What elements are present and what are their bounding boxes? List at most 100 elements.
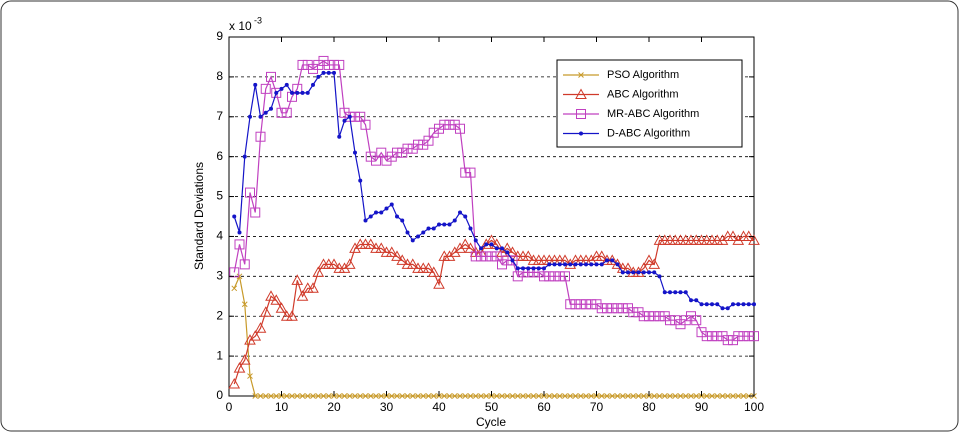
- marker: [476, 251, 486, 262]
- marker: [260, 83, 271, 94]
- marker: [463, 214, 468, 219]
- marker: [311, 82, 315, 87]
- marker: [576, 109, 586, 119]
- marker: [404, 393, 411, 399]
- marker: [454, 242, 466, 253]
- marker: [742, 230, 755, 241]
- marker: [635, 393, 642, 399]
- marker: [722, 335, 733, 346]
- x-tick-label: 50: [485, 400, 499, 414]
- marker: [241, 301, 248, 308]
- marker: [357, 393, 364, 399]
- marker: [434, 123, 444, 134]
- marker: [654, 311, 665, 322]
- marker: [609, 393, 616, 399]
- marker: [719, 393, 726, 399]
- marker: [271, 87, 282, 98]
- marker: [388, 393, 395, 399]
- marker: [491, 251, 502, 262]
- marker: [735, 393, 742, 399]
- marker: [236, 273, 243, 280]
- marker: [715, 302, 720, 307]
- marker: [473, 238, 478, 243]
- marker: [300, 90, 305, 95]
- marker: [611, 258, 624, 269]
- marker: [289, 393, 295, 399]
- marker: [365, 151, 376, 162]
- marker: [526, 266, 531, 271]
- marker: [677, 393, 684, 399]
- x-tick-label: 10: [275, 400, 289, 414]
- marker: [451, 393, 458, 399]
- x-tick-label: 30: [380, 400, 394, 414]
- marker: [678, 290, 683, 295]
- y-scale-base: x 10: [229, 19, 252, 33]
- marker: [291, 274, 304, 285]
- marker: [494, 246, 499, 251]
- marker: [515, 266, 520, 271]
- marker: [392, 147, 402, 158]
- marker: [310, 393, 316, 399]
- y-tick-label: 7: [216, 109, 223, 123]
- marker: [716, 234, 729, 245]
- marker: [263, 110, 268, 115]
- marker: [552, 262, 557, 267]
- marker: [247, 373, 253, 379]
- marker: [416, 234, 420, 239]
- marker: [575, 299, 586, 310]
- marker: [396, 254, 409, 265]
- marker: [254, 322, 267, 333]
- marker: [644, 311, 654, 322]
- marker: [610, 258, 615, 263]
- marker: [313, 59, 324, 70]
- marker: [296, 290, 309, 301]
- marker: [409, 393, 416, 399]
- marker: [565, 299, 576, 310]
- marker: [395, 214, 399, 219]
- marker: [302, 59, 313, 70]
- marker: [509, 393, 516, 399]
- marker: [584, 262, 588, 267]
- marker: [652, 270, 657, 275]
- marker: [447, 222, 452, 227]
- marker: [591, 299, 602, 310]
- marker: [736, 302, 741, 307]
- marker: [279, 86, 284, 91]
- marker: [353, 150, 357, 155]
- marker: [449, 119, 460, 130]
- marker: [334, 59, 345, 70]
- marker: [512, 271, 523, 282]
- marker: [299, 393, 306, 399]
- marker: [483, 393, 490, 399]
- marker: [406, 258, 419, 269]
- marker: [647, 270, 651, 275]
- marker: [397, 147, 408, 158]
- marker: [337, 134, 342, 139]
- marker: [362, 393, 369, 399]
- marker: [342, 118, 347, 123]
- marker: [426, 226, 431, 231]
- marker: [468, 226, 473, 231]
- marker: [522, 250, 535, 261]
- marker: [631, 270, 636, 275]
- marker: [573, 262, 578, 267]
- marker: [400, 218, 405, 223]
- marker: [549, 271, 560, 282]
- legend-label: PSO Algorithm: [607, 69, 679, 81]
- marker: [665, 315, 675, 326]
- marker: [433, 278, 445, 289]
- marker: [514, 393, 521, 399]
- marker: [386, 151, 397, 162]
- marker: [506, 246, 519, 257]
- marker: [368, 214, 373, 219]
- marker: [360, 119, 371, 130]
- marker: [643, 254, 655, 265]
- marker: [234, 239, 245, 250]
- marker: [318, 55, 329, 66]
- marker: [259, 306, 272, 317]
- marker: [328, 258, 340, 269]
- marker: [242, 154, 247, 159]
- marker: [623, 303, 633, 314]
